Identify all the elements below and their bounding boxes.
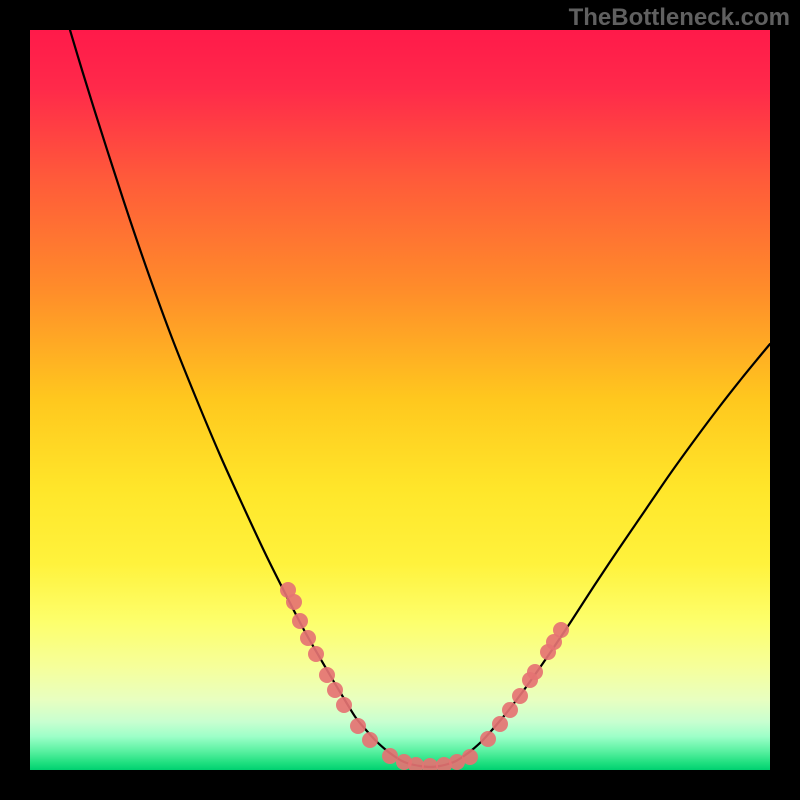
curve-marker xyxy=(480,731,496,747)
plot-area xyxy=(30,30,770,770)
curve-marker xyxy=(527,664,543,680)
curve-marker xyxy=(362,732,378,748)
curve-marker xyxy=(286,594,302,610)
chart-svg xyxy=(0,0,800,800)
curve-marker xyxy=(336,697,352,713)
curve-marker xyxy=(292,613,308,629)
curve-marker xyxy=(502,702,518,718)
curve-marker xyxy=(308,646,324,662)
curve-marker xyxy=(300,630,316,646)
curve-marker xyxy=(319,667,335,683)
curve-marker xyxy=(553,622,569,638)
curve-marker xyxy=(350,718,366,734)
watermark-text: TheBottleneck.com xyxy=(569,4,790,32)
curve-marker xyxy=(327,682,343,698)
curve-marker xyxy=(492,716,508,732)
curve-marker xyxy=(382,748,398,764)
curve-marker xyxy=(462,749,478,765)
curve-marker xyxy=(512,688,528,704)
